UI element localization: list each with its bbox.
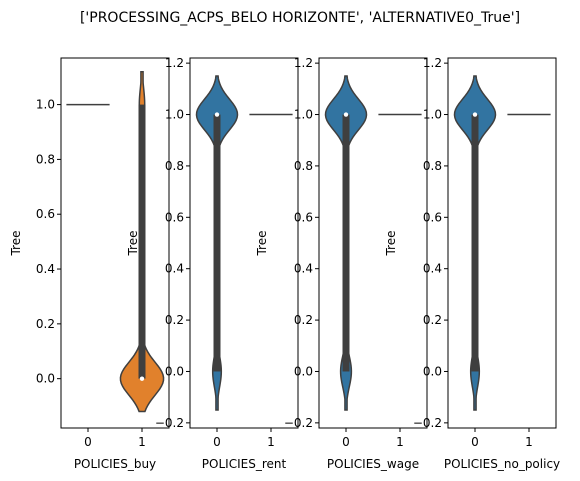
x-tick-label: 0 xyxy=(84,435,92,449)
y-axis-label: Tree xyxy=(9,230,23,256)
violin-box xyxy=(342,114,350,372)
y-tick-label: 1.0 xyxy=(165,108,184,122)
x-axis-label: POLICIES_wage xyxy=(327,457,419,471)
y-tick-label: 0.8 xyxy=(294,159,313,173)
y-tick-label: 1.0 xyxy=(294,108,313,122)
y-tick-label: 1.2 xyxy=(165,56,184,70)
panel-4: −0.2 0.0 0.2 0.4 0.6 0.8 1.0 1.2 0 1 POLICIES_no_p… xyxy=(384,56,560,471)
panel-frame xyxy=(60,57,170,429)
violin-1 xyxy=(119,70,165,413)
y-tick-label: 0.0 xyxy=(36,372,55,386)
panel-1: 0.0 0.2 0.4 0.6 0.8 1.0 0 1 POLICIES_buy Tree xyxy=(9,57,170,471)
y-axis-label: Tree xyxy=(255,230,269,256)
y-tick-label: 0.4 xyxy=(423,262,442,276)
x-axis-label: POLICIES_buy xyxy=(74,457,156,471)
y-tick-label: 1.0 xyxy=(36,98,55,112)
x-tick-label: 1 xyxy=(138,435,146,449)
y-tick-label: 1.0 xyxy=(423,108,442,122)
y-tick-label: 0.2 xyxy=(165,313,184,327)
violin-median xyxy=(214,112,220,117)
panel-2: −0.2 0.0 0.2 0.4 0.6 0.8 1.0 1.2 0 1 POLICIES_rent… xyxy=(126,56,299,471)
panel-frame xyxy=(189,57,299,429)
y-axis-label: Tree xyxy=(126,230,140,256)
y-tick-label: 0.8 xyxy=(165,159,184,173)
violin-box xyxy=(213,114,221,372)
violin-box xyxy=(138,104,146,379)
y-tick-label: 0.0 xyxy=(294,364,313,378)
x-tick-label: 0 xyxy=(471,435,479,449)
x-axis-label: POLICIES_rent xyxy=(202,457,287,471)
violin-box xyxy=(471,114,479,372)
violin-median xyxy=(472,112,478,117)
y-tick-label: 0.2 xyxy=(36,317,55,331)
y-tick-label: 0.4 xyxy=(36,262,55,276)
y-tick-label: 1.2 xyxy=(294,56,313,70)
chart-title: ['PROCESSING_ACPS_BELO HORIZONTE', 'ALTE… xyxy=(80,10,520,26)
panel-frame xyxy=(318,57,428,429)
violin-median xyxy=(343,112,349,117)
x-axis-label: POLICIES_no_policy xyxy=(444,457,560,471)
y-tick-label: 0.2 xyxy=(423,313,442,327)
x-tick-label: 1 xyxy=(396,435,404,449)
y-tick-label: 0.8 xyxy=(423,159,442,173)
x-tick-label: 1 xyxy=(525,435,533,449)
y-tick-label: 0.6 xyxy=(423,210,442,224)
violin-median xyxy=(139,376,145,381)
x-tick-label: 0 xyxy=(213,435,221,449)
panel-3: −0.2 0.0 0.2 0.4 0.6 0.8 1.0 1.2 0 1 POLICIES_wage… xyxy=(255,56,428,471)
y-tick-label: 0.4 xyxy=(294,262,313,276)
violin-0 xyxy=(195,75,239,411)
x-tick-label: 0 xyxy=(342,435,350,449)
y-tick-label: 0.6 xyxy=(294,210,313,224)
y-tick-label: −0.2 xyxy=(284,416,313,430)
y-tick-label: 0.6 xyxy=(165,210,184,224)
y-tick-label: 0.6 xyxy=(36,207,55,221)
y-tick-label: 0.8 xyxy=(36,152,55,166)
violin-0 xyxy=(453,75,497,411)
y-tick-label: −0.2 xyxy=(413,416,442,430)
y-tick-label: 0.0 xyxy=(165,364,184,378)
y-tick-label: 0.2 xyxy=(294,313,313,327)
x-tick-label: 1 xyxy=(267,435,275,449)
y-tick-label: 1.2 xyxy=(423,56,442,70)
panel-frame xyxy=(447,57,557,429)
y-tick-label: 0.4 xyxy=(165,262,184,276)
y-axis-label: Tree xyxy=(384,230,398,256)
y-tick-label: 0.0 xyxy=(423,364,442,378)
y-tick-label: −0.2 xyxy=(155,416,184,430)
chart-panels: 0.00.20.40.60.81.00 1POLICIES_buyTree−0.2… xyxy=(9,56,560,471)
violin-0 xyxy=(324,75,368,411)
